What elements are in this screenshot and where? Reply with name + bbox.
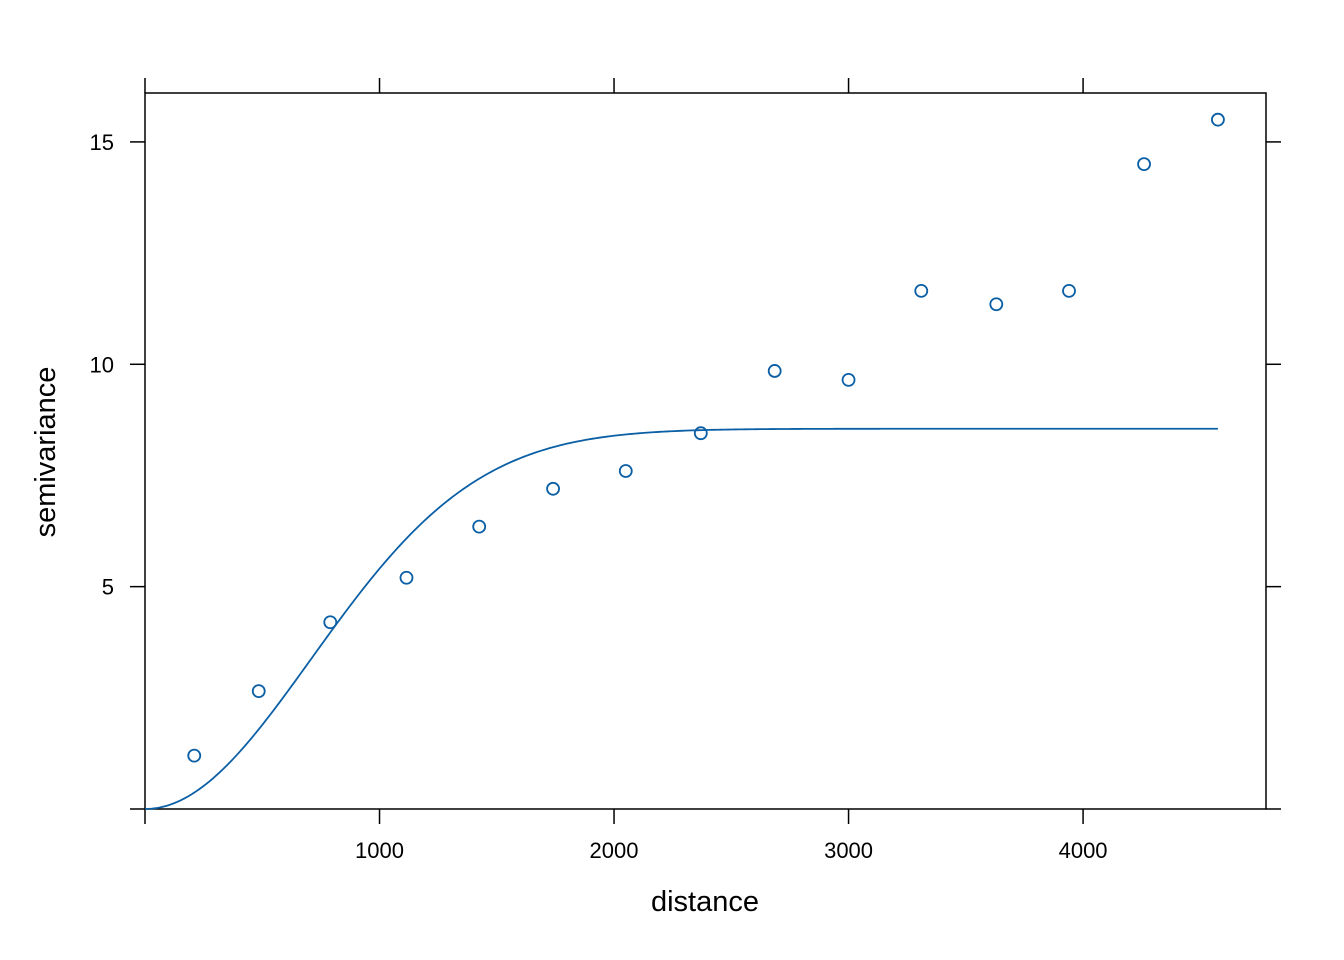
data-point [546,481,560,496]
data-point [914,284,929,298]
axis-tick-labels: 1000 2000 3000 4000 5 10 15 [90,130,1108,863]
y-axis-title: semivariance [30,367,62,538]
fitted-model-line [144,427,1218,810]
plot-frame [144,92,1267,810]
data-point [1211,112,1225,127]
data-points [187,112,1225,763]
x-tick-label: 2000 [590,838,639,863]
data-point [1137,157,1151,172]
data-point [1062,284,1076,298]
data-point [989,297,1004,312]
y-tick-label: 15 [90,130,114,155]
data-point [472,519,487,534]
data-point [841,372,856,387]
x-axis-title: distance [651,886,759,918]
y-tick-label: 5 [102,575,114,600]
x-tick-label: 1000 [355,838,404,863]
data-point [767,364,782,378]
axis-ticks [130,78,1281,824]
data-point [251,684,266,699]
x-tick-label: 4000 [1059,838,1108,863]
data-point [693,426,708,441]
data-point [618,464,633,478]
data-point [323,615,338,630]
x-tick-label: 3000 [824,838,873,863]
y-tick-label: 10 [90,352,114,377]
data-point [399,570,414,585]
data-point [187,748,202,763]
